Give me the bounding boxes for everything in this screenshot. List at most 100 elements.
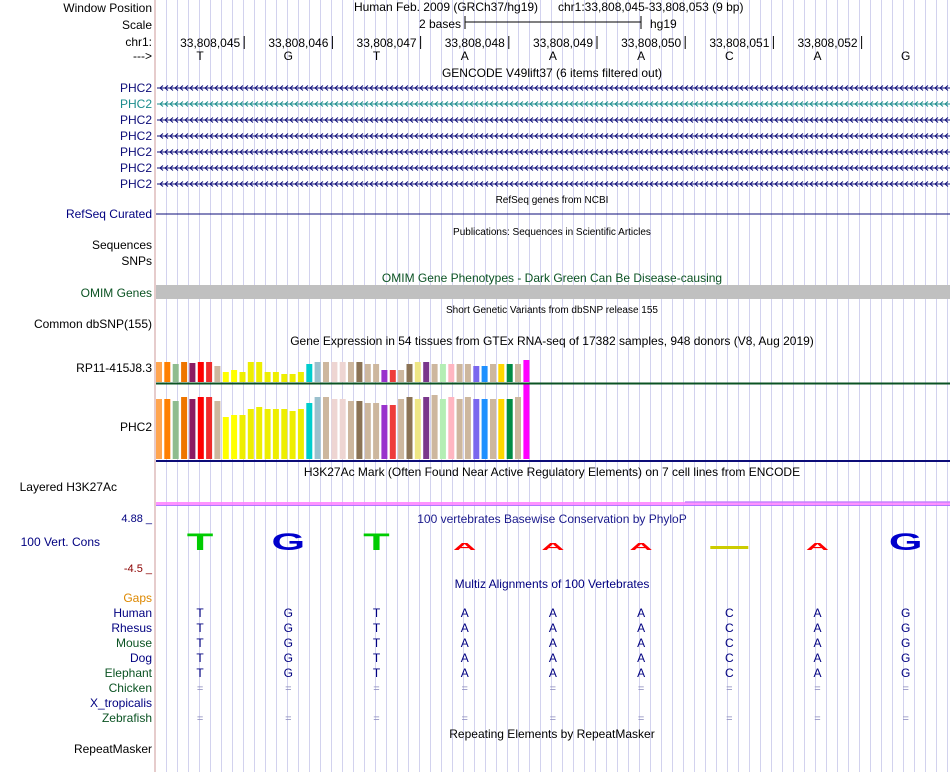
phylop-letter[interactable]: A (806, 542, 829, 553)
gencode-gene-label[interactable]: PHC2 (120, 177, 152, 191)
species-label[interactable]: Chicken (109, 681, 152, 695)
phylop-letter[interactable]: A (630, 542, 653, 553)
phylop-letter[interactable]: A (453, 542, 476, 553)
gtex-tissue-bar[interactable] (339, 399, 346, 459)
gtex-tissue-bar[interactable] (314, 397, 321, 459)
gencode-transcript[interactable]: PHC2 (120, 113, 950, 127)
gencode-transcript[interactable]: PHC2 (120, 81, 950, 95)
gtex-tissue-bar[interactable] (456, 364, 463, 382)
multiz-species-row[interactable]: Mouse T G T A A A C A G (116, 636, 910, 650)
gtex-tissue-bar[interactable] (314, 362, 321, 382)
gtex-tissue-bar[interactable] (373, 403, 380, 459)
gtex-tissue-bar[interactable] (356, 401, 363, 459)
gtex-tissue-bar[interactable] (523, 384, 530, 459)
gtex-gene-label-rp11[interactable]: RP11-415J8.3 (76, 361, 152, 375)
phylop-letter[interactable]: G (889, 529, 923, 556)
species-label[interactable]: Zebrafish (102, 711, 152, 725)
gtex-tissue-bar[interactable] (331, 362, 338, 382)
gtex-tissue-bar[interactable] (214, 401, 221, 459)
sequences-label[interactable]: Sequences (92, 238, 152, 252)
phylop-label[interactable]: 100 Vert. Cons (21, 535, 100, 549)
gtex-tissue-bar[interactable] (189, 363, 196, 382)
gtex-tissue-bar[interactable] (473, 399, 480, 459)
gencode-transcript[interactable]: PHC2 (120, 97, 950, 111)
gtex-tissue-bar[interactable] (348, 362, 354, 382)
gtex-tissue-bar[interactable] (389, 370, 396, 382)
gtex-tissue-bar[interactable] (439, 399, 446, 459)
gtex-tissue-bar[interactable] (222, 417, 229, 459)
gtex-tissue-bar[interactable] (164, 362, 171, 382)
gtex-tissue-bar[interactable] (431, 364, 438, 382)
gencode-transcript[interactable]: PHC2 (120, 161, 950, 175)
gencode-gene-label[interactable]: PHC2 (120, 161, 152, 175)
gtex-tissue-bar[interactable] (297, 372, 304, 382)
gtex-tissue-bar[interactable] (331, 399, 338, 459)
gencode-gene-label[interactable]: PHC2 (120, 97, 152, 111)
gtex-tissue-bar[interactable] (264, 372, 271, 382)
gtex-tissue-bar[interactable] (515, 397, 521, 459)
species-label[interactable]: X_tropicalis (90, 696, 152, 710)
gtex-tissue-bar[interactable] (515, 364, 521, 382)
gtex-tissue-bar[interactable] (172, 401, 179, 459)
gtex-tissue-bar[interactable] (373, 364, 380, 382)
gtex-tissue-bar[interactable] (272, 372, 279, 382)
gtex-tissue-bar[interactable] (239, 415, 246, 459)
gtex-tissue-bar[interactable] (464, 364, 471, 382)
gtex-tissue-bar[interactable] (439, 364, 446, 382)
gtex-tissue-bar[interactable] (197, 397, 204, 459)
species-label[interactable]: Elephant (105, 666, 153, 680)
gtex-tissue-bar[interactable] (189, 399, 196, 459)
omim-feature[interactable] (156, 285, 950, 299)
gtex-tissue-bar[interactable] (206, 362, 213, 382)
multiz-species-row[interactable]: Chicken = = = = = = = = = (109, 681, 909, 695)
gtex-tissue-bar[interactable] (256, 362, 263, 382)
gtex-tissue-bar[interactable] (323, 397, 329, 459)
gtex-rp11-bars[interactable] (156, 360, 530, 382)
refseq-label[interactable]: RefSeq Curated (66, 207, 152, 221)
gtex-tissue-bar[interactable] (381, 370, 388, 382)
gtex-tissue-bar[interactable] (389, 405, 396, 459)
gtex-tissue-bar[interactable] (464, 397, 471, 459)
phylop-letter[interactable]: A (541, 542, 564, 553)
gtex-tissue-bar[interactable] (456, 399, 463, 459)
snps-label[interactable]: SNPs (121, 254, 152, 268)
gtex-tissue-bar[interactable] (506, 399, 513, 459)
gtex-tissue-bar[interactable] (431, 395, 438, 459)
gtex-tissue-bar[interactable] (490, 364, 496, 382)
species-label[interactable]: Rhesus (111, 621, 152, 635)
multiz-species-row[interactable]: Human T G T A A A C A G (113, 606, 910, 620)
gtex-tissue-bar[interactable] (490, 399, 496, 459)
gencode-gene-label[interactable]: PHC2 (120, 81, 152, 95)
gencode-transcript[interactable]: PHC2 (120, 177, 950, 191)
species-label[interactable]: Dog (130, 651, 152, 665)
gtex-tissue-bar[interactable] (398, 370, 405, 382)
gtex-tissue-bar[interactable] (448, 397, 455, 459)
gtex-tissue-bar[interactable] (398, 399, 405, 459)
gtex-phc2-bars[interactable] (156, 384, 530, 459)
phylop-letter[interactable]: T (187, 529, 213, 556)
gtex-gene-label-phc2[interactable]: PHC2 (120, 420, 152, 434)
gencode-gene-label[interactable]: PHC2 (120, 145, 152, 159)
gtex-tissue-bar[interactable] (481, 399, 488, 459)
gtex-tissue-bar[interactable] (381, 405, 388, 459)
gtex-bar-charts[interactable] (156, 360, 530, 459)
gtex-tissue-bar[interactable] (498, 364, 505, 382)
gtex-tissue-bar[interactable] (281, 374, 288, 382)
gtex-tissue-bar[interactable] (181, 362, 188, 382)
gtex-tissue-bar[interactable] (523, 360, 530, 382)
gtex-tissue-bar[interactable] (364, 364, 371, 382)
gtex-tissue-bar[interactable] (247, 409, 254, 459)
gtex-tissue-bar[interactable] (356, 362, 363, 382)
phylop-letter[interactable]: G (271, 529, 305, 556)
gtex-tissue-bar[interactable] (231, 370, 238, 382)
gtex-tissue-bar[interactable] (297, 409, 304, 459)
gtex-tissue-bar[interactable] (414, 399, 421, 459)
gtex-tissue-bar[interactable] (256, 407, 263, 459)
multiz-species-row[interactable]: Rhesus T G T A A A C A G (111, 621, 910, 635)
gtex-tissue-bar[interactable] (239, 372, 246, 382)
gtex-tissue-bar[interactable] (156, 362, 162, 382)
gtex-tissue-bar[interactable] (423, 362, 430, 382)
gtex-tissue-bar[interactable] (272, 409, 279, 459)
